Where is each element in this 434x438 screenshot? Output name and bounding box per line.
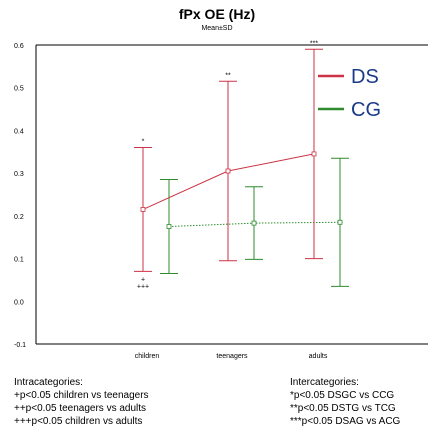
intra-note: ++p<0.05 teenagers vs adults [14,403,147,414]
significance-marker: ** [225,72,231,79]
data-point [140,207,146,212]
chart: 0.6 0.5 0.4 0.3 0.2 0.1 0.0 -0.1 children teenage… [14,40,428,360]
y-tick-label: 0.3 [14,171,24,178]
series-cg [160,157,349,287]
significance-marker: *** [310,40,318,47]
y-tick-label: -0.1 [14,342,26,349]
inter-title: Intercategories: [290,377,359,388]
intra-note: +p<0.05 children vs teenagers [14,390,149,401]
inter-note: *p<0.05 DSGC vs CCG [290,390,395,401]
data-point [251,220,257,226]
data-point [337,219,343,225]
y-tick-label: 0.6 [14,43,24,50]
y-tick-label: 0.5 [14,86,24,93]
chart-subtitle: Mean±SD [201,25,233,32]
legend-label: DS [351,66,379,88]
intra-note: +++p<0.05 children vs adults [14,416,143,427]
x-tick-label: children [135,353,160,360]
intracategory-notes: Intracategories: +p<0.05 children vs tee… [14,376,149,428]
legend-label: CG [351,99,381,121]
y-tick-label: 0.1 [14,257,24,264]
y-tick-label: 0.4 [14,128,24,135]
data-point [166,224,172,229]
significance-marker: + [141,276,145,283]
y-tick-label: 0.0 [14,299,24,306]
inter-note: **p<0.05 DSTG vs TCG [290,403,396,414]
y-tick-label: 0.2 [14,214,24,221]
data-point [225,168,231,174]
significance-marker: +++ [137,283,149,290]
intra-title: Intracategories: [14,377,83,388]
chart-title: fPx OE (Hz) [178,6,256,22]
inter-note: ***p<0.05 DSAG vs ACG [290,416,401,427]
significance-marker: * [142,139,145,146]
series-ds [134,48,323,272]
x-tick-label: teenagers [216,353,248,360]
data-point [311,151,317,157]
x-tick-label: adults [309,353,328,360]
intercategory-notes: Intercategories: *p<0.05 DSGC vs CCG **p… [290,376,400,428]
